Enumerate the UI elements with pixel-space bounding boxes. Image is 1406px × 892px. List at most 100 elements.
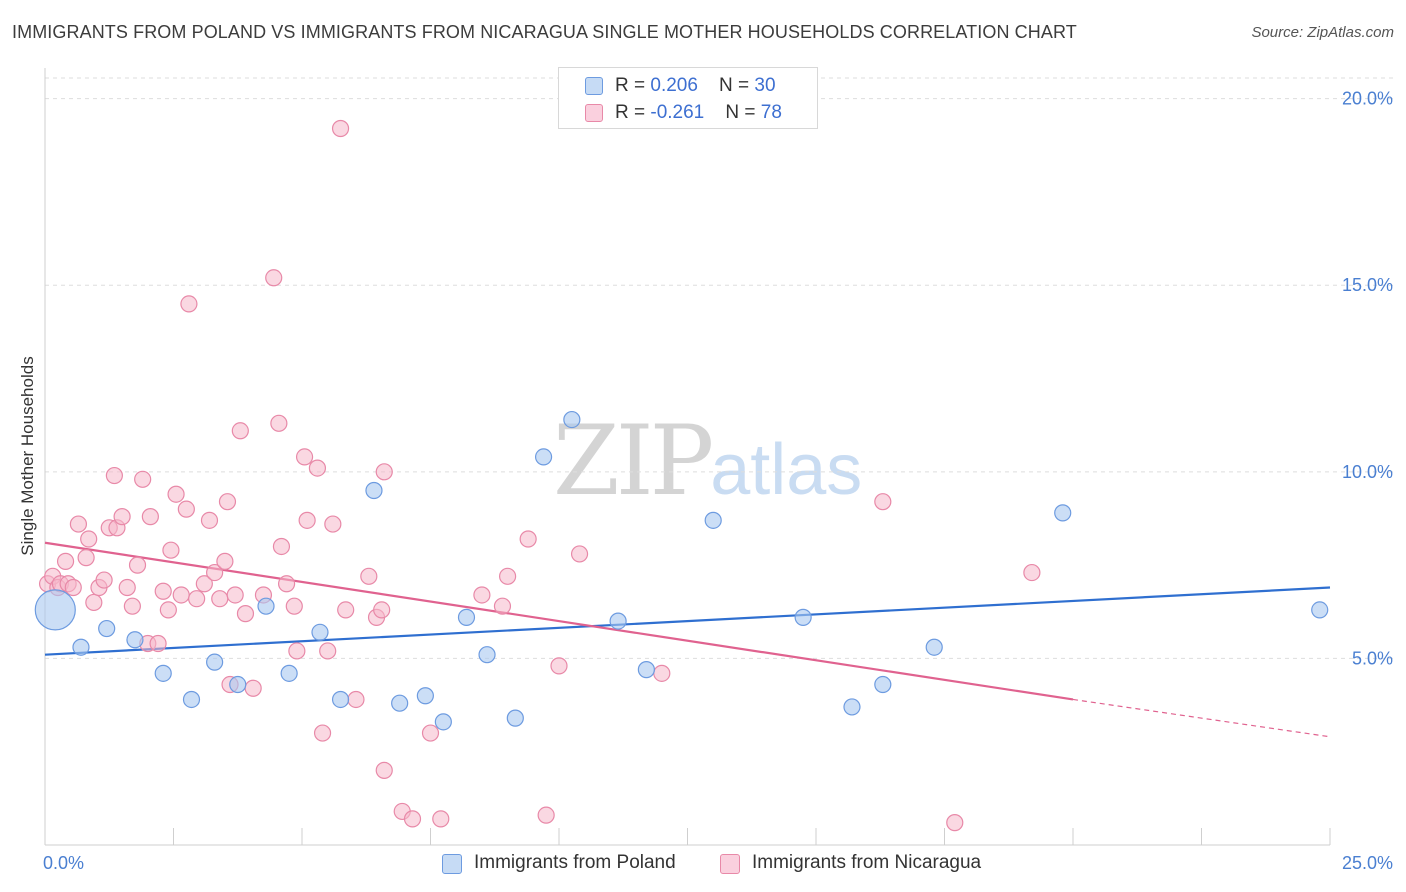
nicaragua-point	[95, 571, 113, 589]
poland-point	[794, 608, 812, 626]
watermark: ZIPatlas	[553, 405, 862, 517]
poland-points	[34, 410, 1329, 731]
nicaragua-point	[149, 634, 167, 653]
nicaragua-point	[159, 601, 177, 619]
n-label: N =	[719, 75, 755, 96]
poland-point	[925, 638, 943, 656]
nicaragua-point	[123, 597, 141, 615]
correlation-legend: R = 0.206 N = 30 R = -0.261 N = 78	[558, 67, 818, 129]
trend-lines	[44, 541, 1331, 738]
poland-swatch	[442, 854, 462, 874]
nicaragua-point	[313, 724, 332, 742]
poland-point	[126, 631, 144, 649]
nicaragua-point	[499, 567, 517, 585]
nicaragua-point	[373, 601, 391, 619]
nicaragua-point	[272, 537, 291, 556]
y-tick-label: 15.0%	[1342, 275, 1393, 295]
grid-lines	[45, 77, 1395, 659]
nicaragua-point	[375, 761, 393, 779]
nicaragua-point	[288, 642, 306, 660]
axes	[44, 68, 1331, 846]
y-tick-label: 10.0%	[1342, 462, 1393, 482]
y-tick-label: 5.0%	[1352, 648, 1393, 668]
watermark-atlas: atlas	[710, 430, 863, 510]
nicaragua-point	[172, 586, 190, 604]
nicaragua-point	[570, 545, 589, 563]
chart-title: IMMIGRANTS FROM POLAND VS IMMIGRANTS FRO…	[12, 22, 1077, 42]
nicaragua-point	[206, 563, 224, 582]
nicaragua-point	[167, 485, 185, 503]
poland-point	[98, 619, 116, 638]
nicaragua-point	[244, 679, 262, 697]
nicaragua-point	[308, 459, 327, 477]
nicaragua-point	[231, 422, 249, 440]
nicaragua-point	[200, 511, 219, 529]
poland-point	[637, 661, 655, 679]
nicaragua-point	[493, 597, 512, 615]
legend-label-poland: Immigrants from Poland	[474, 852, 676, 873]
poland-point	[311, 623, 329, 641]
nicaragua-swatch	[585, 104, 603, 122]
r-value-nicaragua: -0.261	[650, 102, 705, 123]
nicaragua-point	[277, 575, 296, 593]
poland-point	[154, 664, 172, 682]
poland-trend-line	[44, 586, 1331, 656]
poland-point	[609, 612, 627, 630]
nicaragua-point	[69, 515, 88, 533]
nicaragua-point	[1023, 563, 1041, 582]
poland-point	[229, 675, 247, 694]
poland-point	[257, 597, 275, 615]
nicaragua-point	[77, 549, 95, 567]
nicaragua-point	[64, 578, 82, 597]
nicaragua-point	[236, 605, 255, 623]
nicaragua-point	[80, 530, 98, 548]
nicaragua-point	[188, 590, 206, 608]
poland-swatch	[585, 77, 603, 95]
nicaragua-point	[324, 515, 342, 533]
nicaragua-swatch	[720, 854, 740, 874]
poland-point	[280, 664, 298, 682]
nicaragua-point	[519, 530, 537, 548]
nicaragua-point	[403, 810, 422, 828]
poland-point	[563, 410, 581, 429]
tick-labels: 5.0% 10.0% 15.0% 20.0% 0.0% 25.0%	[43, 89, 1393, 873]
nicaragua-point	[141, 508, 159, 526]
nicaragua-point	[319, 642, 337, 660]
poland-point	[206, 653, 224, 671]
poland-point	[534, 448, 553, 466]
nicaragua-point	[270, 414, 288, 432]
nicaragua-point	[265, 269, 283, 287]
nicaragua-point	[177, 500, 195, 518]
nicaragua-trend-extension	[1072, 698, 1331, 738]
nicaragua-point	[226, 586, 244, 604]
nicaragua-point	[298, 511, 316, 529]
series-legend: Immigrants from Poland Immigrants from N…	[0, 850, 1406, 880]
r-label: R =	[615, 102, 651, 123]
nicaragua-point	[134, 470, 152, 488]
poland-point	[478, 646, 496, 664]
poland-point	[457, 608, 476, 626]
n-value-nicaragua: 78	[760, 102, 782, 123]
nicaragua-point	[105, 466, 123, 485]
nicaragua-point	[537, 806, 555, 824]
nicaragua-point	[375, 463, 393, 481]
poland-point	[365, 481, 383, 500]
source-label: Source: ZipAtlas.com	[1251, 24, 1394, 41]
nicaragua-point	[653, 664, 671, 682]
n-label: N =	[725, 102, 761, 123]
legend-label-nicaragua: Immigrants from Nicaragua	[752, 852, 982, 873]
y-tick-label: 20.0%	[1342, 89, 1393, 109]
nicaragua-point	[154, 582, 172, 600]
nicaragua-point	[180, 295, 198, 313]
poland-point	[331, 690, 350, 709]
nicaragua-point	[295, 448, 314, 466]
nicaragua-point	[331, 119, 350, 138]
nicaragua-point	[162, 541, 180, 559]
nicaragua-point	[473, 586, 491, 604]
poland-point	[72, 638, 90, 656]
nicaragua-point	[360, 567, 378, 585]
n-value-poland: 30	[754, 75, 776, 96]
watermark-zip: ZIP	[553, 405, 714, 517]
poland-point	[874, 675, 892, 694]
